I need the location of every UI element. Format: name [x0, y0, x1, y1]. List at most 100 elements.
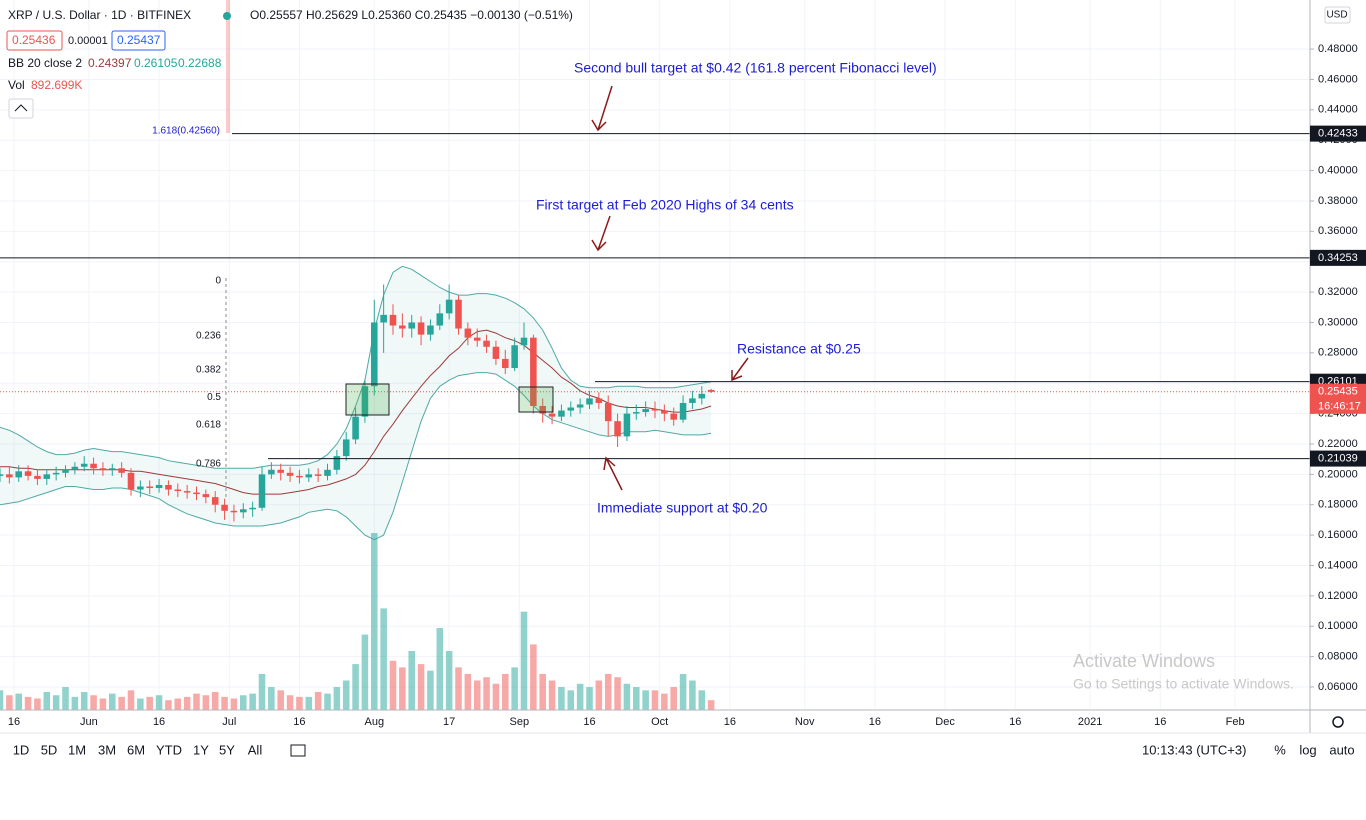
range-button[interactable]: 1Y [193, 742, 209, 757]
volume-bar [296, 696, 303, 710]
volume-bar [520, 611, 528, 710]
candle-body [473, 337, 481, 341]
volume-bar [558, 687, 565, 710]
x-tick-label: Dec [935, 716, 955, 728]
volume-bar [146, 696, 153, 710]
candle-body [202, 494, 210, 498]
volume-bar [483, 677, 490, 710]
volume-bar [530, 644, 537, 710]
volume-bar [80, 691, 88, 710]
ask-box[interactable] [111, 30, 166, 51]
volume-bar [661, 693, 668, 710]
range-button[interactable]: YTD [156, 742, 182, 757]
fib-extension-label: 1.618(0.42560) [152, 126, 220, 137]
volume-bar [15, 693, 22, 710]
volume-bar [268, 687, 275, 710]
candle-body [342, 439, 350, 457]
date-range-icon[interactable] [290, 744, 306, 757]
candle-body [698, 393, 706, 399]
candle-body [6, 474, 13, 478]
candle-body [623, 413, 631, 437]
volume-bar [623, 683, 631, 710]
range-button[interactable]: 6M [127, 742, 145, 757]
candle-body [43, 474, 51, 479]
volume-bar [670, 687, 677, 710]
x-tick-label: 16 [583, 716, 595, 728]
bid: 0.25436 [12, 33, 56, 47]
currency-box[interactable] [1324, 6, 1351, 24]
volume-bar [445, 651, 453, 710]
clock: 10:13:43 (UTC+3) [1142, 742, 1246, 757]
y-tick-label: 0.06000 [1318, 681, 1358, 693]
ask: 0.25437 [117, 33, 161, 47]
candle-body [137, 486, 144, 490]
volume-bar [0, 690, 4, 710]
candle-body [371, 322, 378, 387]
volume-bar [455, 667, 462, 710]
volume-bar [127, 690, 135, 710]
volume-bar [211, 691, 219, 710]
candle-body [576, 404, 584, 408]
level-label: 0.21039 [1318, 452, 1358, 464]
y-tick-label: 0.46000 [1318, 73, 1358, 85]
volume-bar [99, 698, 107, 710]
x-tick-label: 2021 [1078, 716, 1102, 728]
range-button[interactable]: 5Y [219, 742, 235, 757]
range-button[interactable]: 5D [41, 742, 58, 757]
y-tick-label: 0.30000 [1318, 316, 1358, 328]
level-label-box [1310, 125, 1366, 142]
candle-body [361, 386, 369, 417]
candle-body [455, 299, 462, 329]
x-tick-label: Feb [1226, 716, 1245, 728]
scale-option[interactable]: % [1274, 742, 1286, 757]
volume-bar [333, 687, 341, 710]
fib-label: 0.618 [196, 419, 221, 430]
y-tick-label: 0.40000 [1318, 164, 1358, 176]
candle-body [90, 463, 97, 469]
annotation: Resistance at $0.25 [737, 341, 861, 357]
fib-label: 0.5 [207, 392, 221, 403]
candle-body [389, 314, 397, 326]
volume-bar [371, 533, 378, 710]
y-tick-label: 0.32000 [1318, 286, 1358, 298]
bid-box[interactable] [6, 30, 63, 51]
settings-icon[interactable] [1332, 716, 1344, 728]
range-button[interactable]: 1D [13, 742, 30, 757]
candle-body [109, 468, 116, 470]
x-tick-label: 16 [724, 716, 736, 728]
volume-bar [567, 690, 575, 710]
candle-body [399, 325, 406, 329]
volume-bar [698, 690, 706, 710]
candle-body [305, 474, 313, 478]
x-tick-label: 16 [869, 716, 881, 728]
range-button[interactable]: 1M [68, 742, 86, 757]
collapse-button[interactable] [8, 98, 34, 119]
level-label-box [1310, 249, 1366, 266]
scale-option[interactable]: auto [1329, 742, 1354, 757]
arrows [591, 85, 749, 491]
candle-body [539, 406, 546, 414]
candle-body [183, 491, 191, 493]
range-button[interactable]: 3M [98, 742, 116, 757]
candle-body [15, 471, 22, 478]
watermark-text: Go to Settings to activate Windows. [1073, 676, 1294, 692]
volume-bar [689, 680, 696, 710]
candle-body [211, 497, 219, 505]
y-tick-label: 0.44000 [1318, 104, 1358, 116]
highlight-box [518, 386, 554, 413]
ohlc: O0.25557 H0.25629 L0.25360 C0.25435 −0.0… [250, 8, 573, 22]
x-tick-label: 16 [1154, 716, 1166, 728]
volume-bar [417, 664, 425, 710]
candle-body [71, 466, 79, 470]
candle-body [277, 469, 284, 473]
y-tick-label: 0.28000 [1318, 347, 1358, 359]
range-button[interactable]: All [248, 742, 263, 757]
candle-body [586, 398, 593, 405]
volume-bar [137, 698, 144, 710]
annotation: Immediate support at $0.20 [597, 500, 768, 516]
fib-label: 0.382 [196, 365, 221, 376]
candle-body [530, 337, 537, 407]
candle-body [314, 474, 322, 476]
scale-option[interactable]: log [1299, 742, 1316, 757]
